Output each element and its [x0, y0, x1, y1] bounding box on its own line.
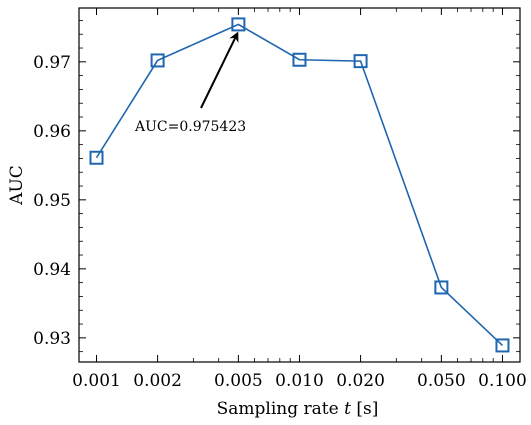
x-tick-label: 0.002	[133, 371, 182, 391]
y-tick-label: 0.97	[33, 53, 71, 73]
y-tick-label: 0.93	[33, 329, 71, 349]
minor-ticks	[79, 8, 520, 362]
data-point-marker	[434, 280, 449, 295]
y-tick-labels: 0.93 0.94 0.95 0.96 0.97	[33, 53, 71, 349]
data-point-marker	[292, 52, 307, 67]
data-markers	[89, 17, 510, 353]
x-axis-label-prefix: Sampling rate	[217, 399, 344, 419]
x-axis-label: Sampling rate t [s]	[217, 399, 379, 419]
series-line	[95, 23, 504, 347]
y-tick-label: 0.96	[33, 122, 71, 142]
data-point-marker	[150, 53, 165, 68]
annotation-label: AUC=0.975423	[134, 119, 246, 135]
x-tick-label: 0.100	[478, 371, 527, 391]
y-tick-label: 0.95	[33, 191, 71, 211]
x-tick-label: 0.001	[72, 371, 121, 391]
x-axis-label-suffix: [s]	[351, 399, 378, 419]
data-point-marker	[89, 150, 104, 165]
x-tick-label: 0.050	[417, 371, 466, 391]
data-point-marker	[353, 54, 368, 69]
plot-frame	[78, 7, 521, 363]
y-tick-label: 0.94	[33, 260, 71, 280]
x-tick-label: 0.005	[214, 371, 263, 391]
x-tick-label: 0.020	[336, 371, 385, 391]
data-point-marker	[495, 338, 510, 353]
y-axis-label: AUC	[7, 165, 27, 206]
x-tick-label: 0.010	[275, 371, 324, 391]
annotation-arrow	[200, 31, 239, 109]
x-axis-label-variable: t	[344, 399, 351, 419]
x-tick-labels: 0.001 0.002 0.005 0.010 0.020 0.050 0.100	[72, 371, 527, 391]
major-ticks	[79, 8, 520, 362]
data-point-marker	[231, 17, 246, 32]
